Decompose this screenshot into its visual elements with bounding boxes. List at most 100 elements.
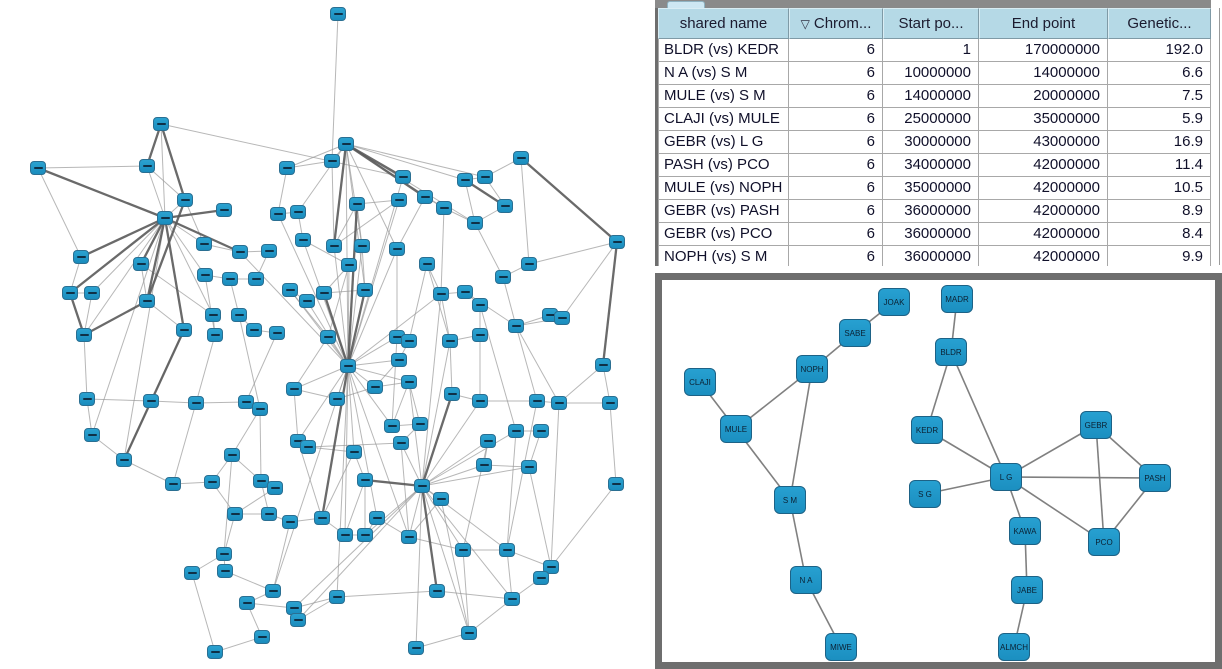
graph-node[interactable] <box>143 394 159 408</box>
graph-node[interactable] <box>330 7 346 21</box>
graph-node-bldr[interactable]: BLDR <box>935 338 967 366</box>
graph-node[interactable] <box>504 592 520 606</box>
graph-node[interactable] <box>529 394 545 408</box>
graph-node[interactable] <box>389 242 405 256</box>
graph-node-sg[interactable]: S G <box>909 480 941 508</box>
graph-node[interactable] <box>320 330 336 344</box>
graph-node[interactable] <box>205 308 221 322</box>
graph-node[interactable] <box>429 584 445 598</box>
table-cell[interactable]: 6.6 <box>1108 62 1211 85</box>
table-cell[interactable]: 20000000 <box>979 85 1108 108</box>
graph-node[interactable] <box>521 460 537 474</box>
table-cell[interactable]: BLDR (vs) KEDR <box>658 39 789 62</box>
graph-node[interactable] <box>282 283 298 297</box>
graph-node[interactable] <box>232 245 248 259</box>
graph-node[interactable] <box>391 353 407 367</box>
graph-edge[interactable] <box>950 351 1007 478</box>
graph-node[interactable] <box>357 473 373 487</box>
graph-node-claji[interactable]: CLAJI <box>684 368 716 396</box>
table-cell[interactable]: 34000000 <box>883 154 979 177</box>
table-row[interactable]: CLAJI (vs) MULE 6 25000000 35000000 5.9 <box>658 108 1211 131</box>
graph-node[interactable] <box>349 197 365 211</box>
table-cell[interactable]: 6 <box>789 246 883 266</box>
graph-node[interactable] <box>204 475 220 489</box>
graph-node[interactable] <box>508 319 524 333</box>
graph-edge[interactable] <box>1005 476 1105 543</box>
table-cell[interactable]: 6 <box>789 154 883 177</box>
graph-node-noph[interactable]: NOPH <box>796 355 828 383</box>
graph-node-pco[interactable]: PCO <box>1088 528 1120 556</box>
graph-node[interactable] <box>157 211 173 225</box>
graph-node[interactable] <box>455 543 471 557</box>
graph-node[interactable] <box>367 380 383 394</box>
graph-node[interactable] <box>417 190 433 204</box>
graph-node[interactable] <box>554 311 570 325</box>
graph-node[interactable] <box>197 268 213 282</box>
graph-node[interactable] <box>295 233 311 247</box>
graph-node[interactable] <box>513 151 529 165</box>
graph-node[interactable] <box>602 396 618 410</box>
graph-node[interactable] <box>153 117 169 131</box>
graph-node[interactable] <box>401 334 417 348</box>
graph-edge[interactable] <box>1095 424 1105 543</box>
table-cell[interactable]: 5.9 <box>1108 108 1211 131</box>
graph-node[interactable] <box>207 328 223 342</box>
graph-node[interactable] <box>444 387 460 401</box>
table-row[interactable]: NOPH (vs) S M 6 36000000 42000000 9.9 <box>658 246 1211 266</box>
graph-node[interactable] <box>401 530 417 544</box>
graph-node[interactable] <box>533 571 549 585</box>
table-cell[interactable]: 36000000 <box>883 246 979 266</box>
graph-node[interactable] <box>239 596 255 610</box>
column-header-chromosome[interactable]: ▽ Chrom... <box>789 8 883 39</box>
table-cell[interactable]: 6 <box>789 131 883 154</box>
graph-node[interactable] <box>76 328 92 342</box>
table-row[interactable]: BLDR (vs) KEDR 6 1 170000000 192.0 <box>658 39 1211 62</box>
graph-node[interactable] <box>551 396 567 410</box>
table-cell[interactable]: 43000000 <box>979 131 1108 154</box>
network-view-selected[interactable]: JOAK SABE MADR BLDR NOPH CLAJI MULE KEDR GEBR L G… <box>655 273 1222 669</box>
graph-node-sm[interactable]: S M <box>774 486 806 514</box>
graph-node[interactable] <box>252 402 268 416</box>
table-cell[interactable]: 25000000 <box>883 108 979 131</box>
table-tab[interactable] <box>667 1 705 8</box>
graph-node[interactable] <box>133 257 149 271</box>
graph-node[interactable] <box>357 528 373 542</box>
graph-node[interactable] <box>329 590 345 604</box>
table-cell[interactable]: 42000000 <box>979 223 1108 246</box>
graph-node[interactable] <box>188 396 204 410</box>
column-header-start-position[interactable]: Start po... <box>883 8 979 39</box>
graph-node[interactable] <box>477 170 493 184</box>
graph-node[interactable] <box>139 294 155 308</box>
graph-node[interactable] <box>595 358 611 372</box>
graph-node[interactable] <box>326 239 342 253</box>
graph-node[interactable] <box>216 203 232 217</box>
graph-node[interactable] <box>324 154 340 168</box>
table-cell[interactable]: 1 <box>883 39 979 62</box>
table-cell[interactable]: 170000000 <box>979 39 1108 62</box>
table-cell[interactable]: 42000000 <box>979 177 1108 200</box>
graph-node[interactable] <box>609 235 625 249</box>
graph-node[interactable] <box>340 359 356 373</box>
table-cell[interactable]: 6 <box>789 39 883 62</box>
graph-node[interactable] <box>476 458 492 472</box>
table-cell[interactable]: 6 <box>789 108 883 131</box>
graph-node[interactable] <box>521 257 537 271</box>
graph-node[interactable] <box>497 199 513 213</box>
table-cell[interactable]: 6 <box>789 177 883 200</box>
graph-node[interactable] <box>290 205 306 219</box>
column-header-end-point[interactable]: End point <box>979 8 1108 39</box>
graph-node[interactable] <box>246 323 262 337</box>
graph-node-miwe[interactable]: MIWE <box>825 633 857 661</box>
table-cell[interactable]: 10000000 <box>883 62 979 85</box>
graph-node[interactable] <box>269 326 285 340</box>
graph-node[interactable] <box>227 507 243 521</box>
table-cell[interactable]: 6 <box>789 223 883 246</box>
graph-node[interactable] <box>467 216 483 230</box>
graph-node[interactable] <box>224 448 240 462</box>
graph-node[interactable] <box>391 193 407 207</box>
table-cell[interactable]: 7.5 <box>1108 85 1211 108</box>
graph-node[interactable] <box>217 564 233 578</box>
graph-node[interactable] <box>176 323 192 337</box>
graph-node[interactable] <box>314 511 330 525</box>
graph-node[interactable] <box>222 272 238 286</box>
